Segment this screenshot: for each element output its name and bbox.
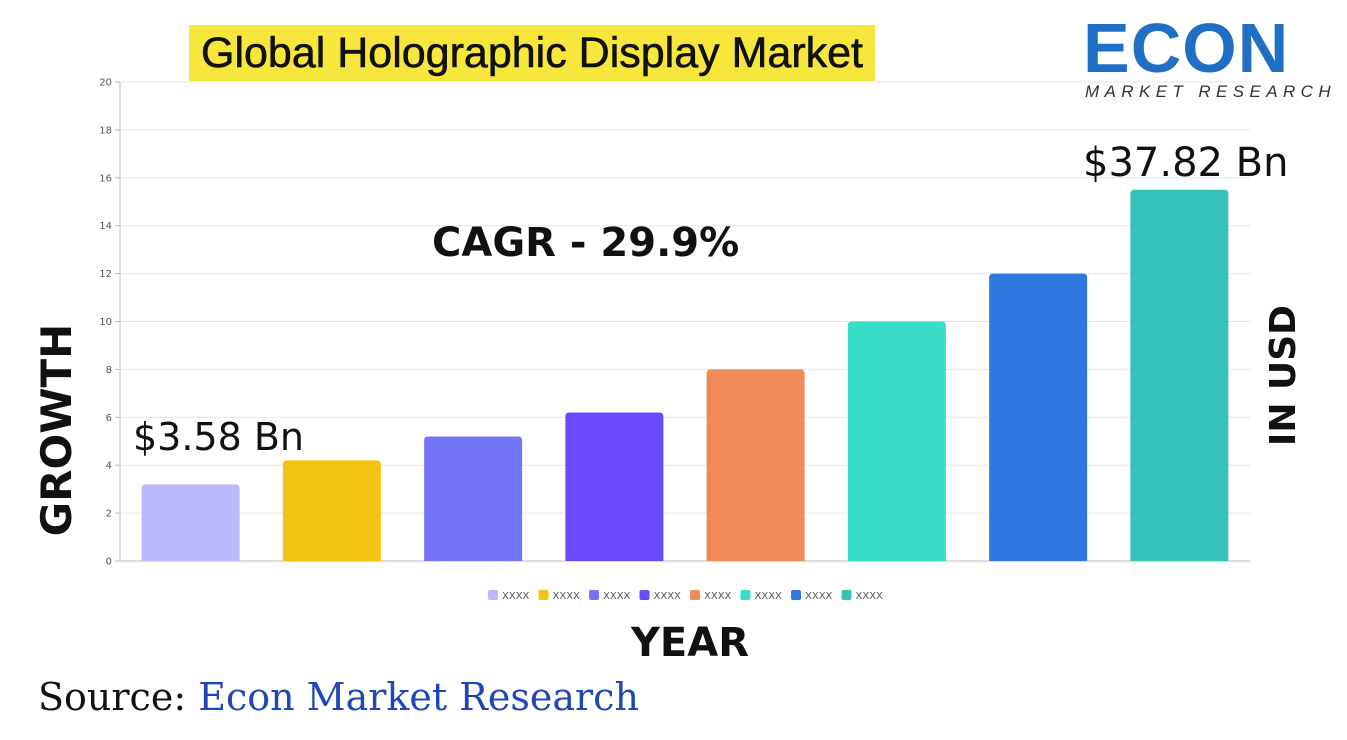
legend-label: XXXX bbox=[805, 591, 833, 602]
last-value-annotation: $37.82 Bn bbox=[1083, 140, 1288, 186]
legend-swatch bbox=[589, 590, 599, 600]
legend-label: XXXX bbox=[755, 591, 783, 602]
legend-label: XXXX bbox=[553, 591, 581, 602]
source-label: Source: bbox=[38, 675, 187, 719]
legend-label: XXXX bbox=[856, 591, 884, 602]
chart-title: Global Holographic Display Market bbox=[189, 25, 876, 81]
usd-axis-label: IN USD bbox=[1263, 304, 1304, 447]
bars bbox=[141, 189, 1229, 561]
y-tick-label: 8 bbox=[106, 365, 112, 376]
legend-swatch bbox=[488, 590, 498, 600]
legend-swatch bbox=[791, 590, 801, 600]
y-tick-label: 20 bbox=[99, 78, 112, 89]
logo-tagline: MARKET RESEARCH bbox=[1085, 82, 1337, 101]
logo-wordmark: ECON bbox=[1083, 9, 1290, 87]
bar bbox=[565, 412, 664, 561]
y-tick-labels: 0 2 4 6 8 10 12 14 16 18 20 bbox=[99, 78, 120, 568]
bar bbox=[706, 369, 805, 561]
y-tick-label: 10 bbox=[99, 317, 112, 328]
y-tick-label: 16 bbox=[99, 173, 112, 184]
legend-label: XXXX bbox=[654, 591, 682, 602]
bar bbox=[847, 321, 946, 561]
y-tick-label: 4 bbox=[106, 461, 112, 472]
legend-label: XXXX bbox=[704, 591, 732, 602]
bar bbox=[141, 484, 240, 561]
bar bbox=[1130, 189, 1229, 561]
legend-swatch bbox=[538, 590, 549, 600]
econ-logo: ECON MARKET RESEARCH bbox=[1083, 12, 1333, 104]
legend-swatch bbox=[639, 590, 650, 600]
first-value-annotation: $3.58 Bn bbox=[133, 415, 304, 459]
legend-label: XXXX bbox=[603, 591, 631, 602]
bar bbox=[282, 460, 381, 561]
legend-swatch bbox=[740, 590, 751, 600]
y-tick-label: 12 bbox=[99, 269, 112, 280]
y-tick-label: 0 bbox=[106, 557, 112, 568]
legend: XXXX XXXX XXXX XXXX XXXX XXXX XXXX XXXX bbox=[488, 590, 883, 602]
legend-label: XXXX bbox=[502, 591, 530, 602]
legend-swatch bbox=[690, 590, 700, 600]
growth-axis-label: GROWTH bbox=[32, 323, 81, 537]
cagr-annotation: CAGR - 29.9% bbox=[432, 220, 739, 266]
y-tick-label: 6 bbox=[106, 413, 112, 424]
y-tick-label: 14 bbox=[99, 221, 112, 232]
y-tick-label: 2 bbox=[106, 509, 112, 520]
legend-swatch bbox=[841, 590, 852, 600]
bar bbox=[989, 273, 1088, 561]
source-line: Source: Econ Market Research bbox=[38, 675, 639, 719]
source-value: Econ Market Research bbox=[198, 675, 639, 719]
year-axis-label: YEAR bbox=[630, 620, 750, 666]
y-tick-label: 18 bbox=[99, 125, 112, 136]
bar bbox=[424, 436, 523, 561]
